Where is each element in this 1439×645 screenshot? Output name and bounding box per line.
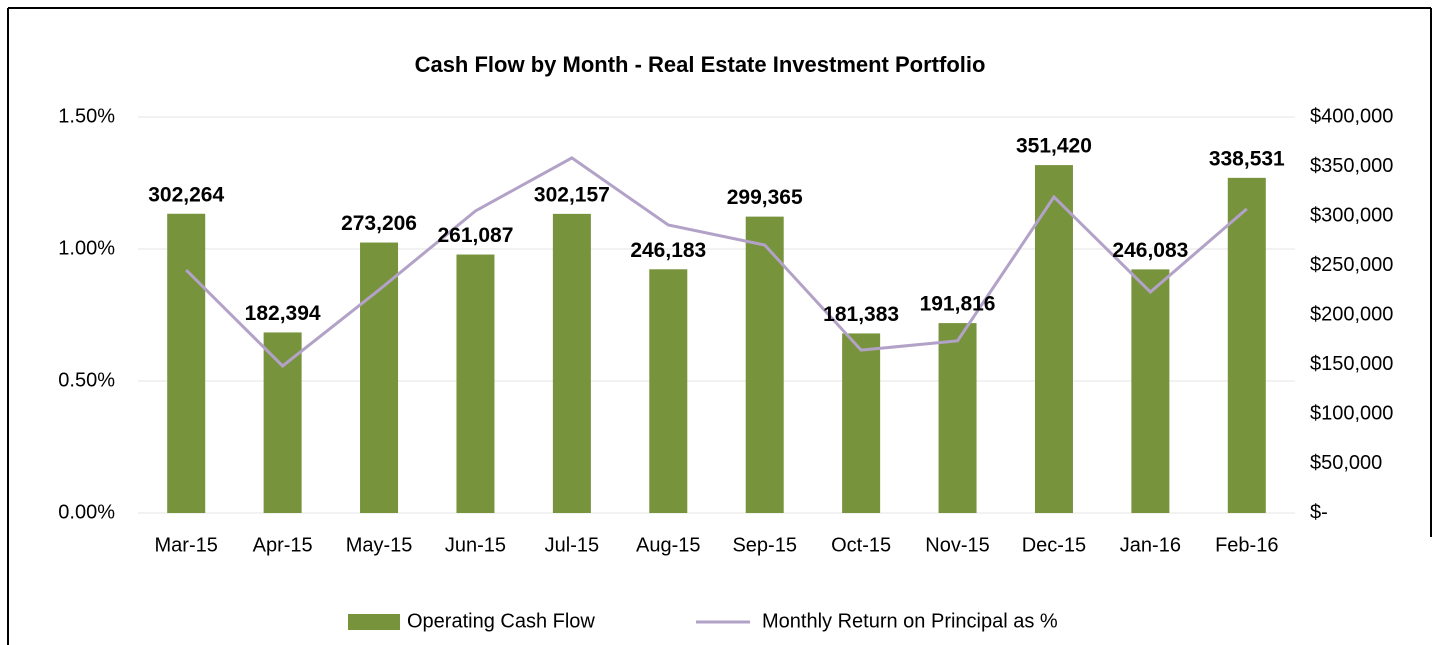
data-label: 273,206 bbox=[341, 212, 417, 235]
x-tick-label: Jul-15 bbox=[545, 534, 599, 556]
data-label: 302,264 bbox=[148, 183, 224, 206]
y2-tick-label: $400,000 bbox=[1310, 105, 1393, 127]
data-label: 302,157 bbox=[534, 183, 610, 206]
legend-swatch bbox=[348, 614, 400, 630]
x-tick-label: Aug-15 bbox=[636, 534, 701, 556]
bar bbox=[167, 213, 206, 513]
bar bbox=[745, 216, 784, 513]
y-tick-label: 0.50% bbox=[58, 369, 115, 391]
bar bbox=[456, 254, 495, 513]
y2-tick-label: $100,000 bbox=[1310, 402, 1393, 424]
y2-tick-label: $250,000 bbox=[1310, 254, 1393, 276]
bar bbox=[360, 242, 399, 513]
x-tick-label: Sep-15 bbox=[732, 534, 797, 556]
data-label: 191,816 bbox=[920, 293, 996, 316]
y2-tick-label: $200,000 bbox=[1310, 303, 1393, 325]
legend-label: Monthly Return on Principal as % bbox=[762, 610, 1058, 632]
data-label: 299,365 bbox=[727, 186, 803, 209]
y-tick-label: 1.50% bbox=[58, 105, 115, 127]
x-tick-label: Apr-15 bbox=[253, 534, 313, 556]
bar bbox=[1227, 177, 1266, 513]
x-tick-label: Jun-15 bbox=[445, 534, 506, 556]
line bbox=[185, 156, 1248, 368]
y2-tick-label: $150,000 bbox=[1310, 353, 1393, 375]
y2-tick-label: $50,000 bbox=[1310, 452, 1382, 474]
y-tick-label: 0.00% bbox=[58, 501, 115, 523]
legend-label: Operating Cash Flow bbox=[407, 610, 595, 632]
bar bbox=[552, 213, 591, 513]
data-label: 246,083 bbox=[1112, 239, 1188, 262]
bar bbox=[1131, 269, 1170, 513]
data-label: 351,420 bbox=[1016, 135, 1092, 158]
x-tick-label: Feb-16 bbox=[1215, 534, 1278, 556]
data-label: 338,531 bbox=[1209, 147, 1285, 170]
y-tick-label: 1.00% bbox=[58, 237, 115, 259]
bar bbox=[938, 323, 977, 513]
data-label: 261,087 bbox=[437, 224, 513, 247]
bar bbox=[649, 269, 688, 513]
x-tick-label: May-15 bbox=[346, 534, 413, 556]
bar bbox=[1034, 165, 1073, 514]
x-tick-label: Oct-15 bbox=[831, 534, 891, 556]
x-tick-label: Mar-15 bbox=[155, 534, 218, 556]
y2-tick-label: $300,000 bbox=[1310, 204, 1393, 226]
bar bbox=[263, 332, 302, 513]
x-tick-label: Nov-15 bbox=[925, 534, 989, 556]
data-label: 181,383 bbox=[823, 303, 899, 326]
y2-tick-label: $350,000 bbox=[1310, 155, 1393, 177]
data-label: 246,183 bbox=[630, 239, 706, 262]
y2-tick-label: $- bbox=[1310, 501, 1328, 523]
data-label: 182,394 bbox=[245, 302, 321, 325]
chart-title: Cash Flow by Month - Real Estate Investm… bbox=[415, 52, 986, 77]
x-tick-label: Jan-16 bbox=[1120, 534, 1181, 556]
x-tick-label: Dec-15 bbox=[1022, 534, 1086, 556]
bar bbox=[842, 333, 881, 513]
